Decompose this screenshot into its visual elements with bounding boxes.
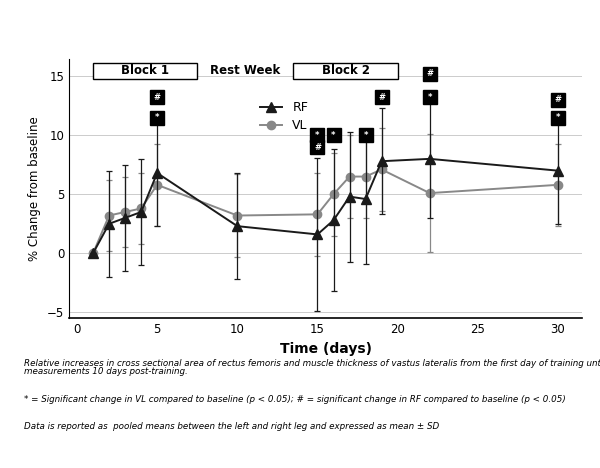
Text: *: *: [427, 93, 432, 102]
Legend: RF, VL: RF, VL: [255, 96, 313, 137]
Text: *: *: [315, 131, 320, 140]
X-axis label: Time (days): Time (days): [280, 342, 371, 356]
Text: #: #: [314, 143, 321, 152]
Text: Relative increases in cross sectional area of rectus femoris and muscle thicknes: Relative increases in cross sectional ar…: [24, 359, 600, 368]
Text: *: *: [556, 113, 560, 122]
Text: Rest Week: Rest Week: [210, 65, 280, 77]
Text: * = Significant change in VL compared to baseline (p < 0.05); # = significant ch: * = Significant change in VL compared to…: [24, 395, 566, 403]
Text: *: *: [331, 131, 336, 140]
Text: #: #: [378, 93, 385, 102]
Text: Data is reported as  pooled means between the left and right leg and expressed a: Data is reported as pooled means between…: [24, 422, 439, 431]
Bar: [93, 63, 197, 79]
Text: measurements 10 days post-training.: measurements 10 days post-training.: [24, 367, 188, 376]
Text: *: *: [364, 131, 368, 140]
Text: Relative increases in CSA of rectus femoris and muscle thickness of vastus later: Relative increases in CSA of rectus femo…: [65, 18, 566, 31]
Text: #: #: [554, 95, 562, 104]
Text: Block 1: Block 1: [121, 65, 169, 77]
Text: *: *: [155, 113, 160, 122]
Text: Figure 4: Figure 4: [11, 18, 73, 31]
Text: #: #: [154, 93, 161, 102]
Text: Block 2: Block 2: [322, 65, 370, 77]
Y-axis label: % Change from baseline: % Change from baseline: [28, 116, 41, 261]
Bar: [293, 63, 398, 79]
Text: #: #: [426, 69, 433, 78]
